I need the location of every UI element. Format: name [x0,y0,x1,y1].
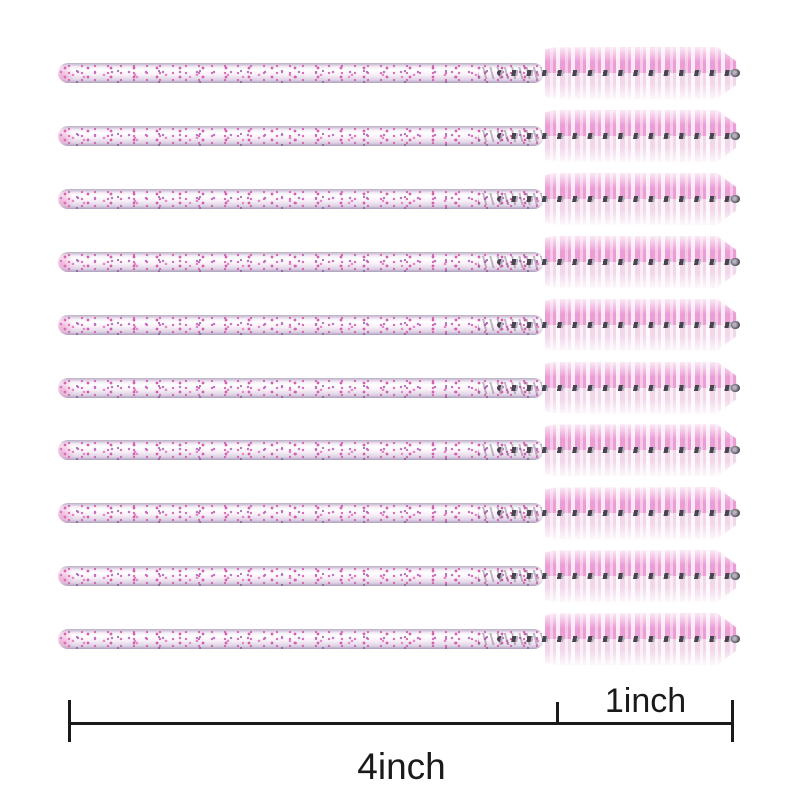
twisted-wire-core [497,510,738,517]
bristles-top [545,172,738,199]
mascara-wand [0,481,800,545]
brush-head [545,109,738,162]
bristles-top [545,424,738,451]
glitter-handle [58,251,544,272]
twisted-wire-core [497,321,738,328]
bristles-bottom [545,261,738,288]
glitter-handle [58,503,544,524]
mascara-wand [0,230,800,294]
wire-tip [731,320,740,329]
bristles-top [545,298,738,325]
bristles-top [545,109,738,136]
bristles-bottom [545,387,738,414]
wire-tip [731,383,740,392]
bristles-bottom [545,73,738,99]
mascara-wand [0,104,800,168]
twisted-wire-core [497,70,738,76]
brush-head [545,487,738,540]
total-length-label: 4inch [357,746,446,787]
bristles-top [545,613,738,640]
bristles-bottom [545,639,738,666]
wire-tip [731,572,740,581]
bristles-top [545,550,738,577]
mascara-wand [0,544,800,608]
bristles-bottom [545,198,738,225]
brush-length-label: 1inch [604,682,687,720]
brush-head [545,550,738,603]
bristles-bottom [545,513,738,540]
bristles-top [545,487,738,514]
bristles-top [545,47,738,73]
twisted-wire-core [497,573,738,580]
bristles-bottom [545,576,738,603]
ruler-tick-left [68,700,71,742]
mascara-wand [0,167,800,231]
brush-head [545,361,738,414]
glitter-handle [58,314,544,335]
bristles-top [545,361,738,388]
glitter-handle [58,63,544,83]
twisted-wire-core [497,195,738,202]
glitter-handle [58,125,544,146]
bristles-bottom [545,135,738,162]
wire-tip [731,509,740,518]
twisted-wire-core [497,384,738,391]
brush-head [545,613,738,666]
glitter-handle [58,188,544,209]
ruler-tick-right [731,700,734,742]
brush-head [545,47,738,99]
twisted-wire-core [497,636,738,643]
brush-head [545,298,738,351]
ruler-tick-middle [556,702,559,724]
mascara-wand [0,356,800,420]
ruler-baseline [69,722,734,725]
brush-head [545,424,738,477]
wire-tip [731,446,740,455]
mascara-wand [0,41,800,105]
wire-tip [731,635,740,644]
glitter-handle [58,440,544,461]
mascara-wand [0,293,800,357]
brush-head [545,172,738,225]
glitter-handle [58,566,544,587]
twisted-wire-core [497,132,738,139]
mascara-wand [0,418,800,482]
twisted-wire-core [497,258,738,265]
bristles-bottom [545,450,738,477]
glitter-handle [58,377,544,398]
bristles-top [545,235,738,262]
wire-tip [731,194,740,203]
glitter-handle [58,629,544,650]
twisted-wire-core [497,447,738,454]
mascara-wand [0,607,800,671]
brush-head [545,235,738,288]
wire-tip [731,257,740,266]
bristles-bottom [545,324,738,351]
wire-tip [731,69,740,77]
wire-tip [731,131,740,140]
